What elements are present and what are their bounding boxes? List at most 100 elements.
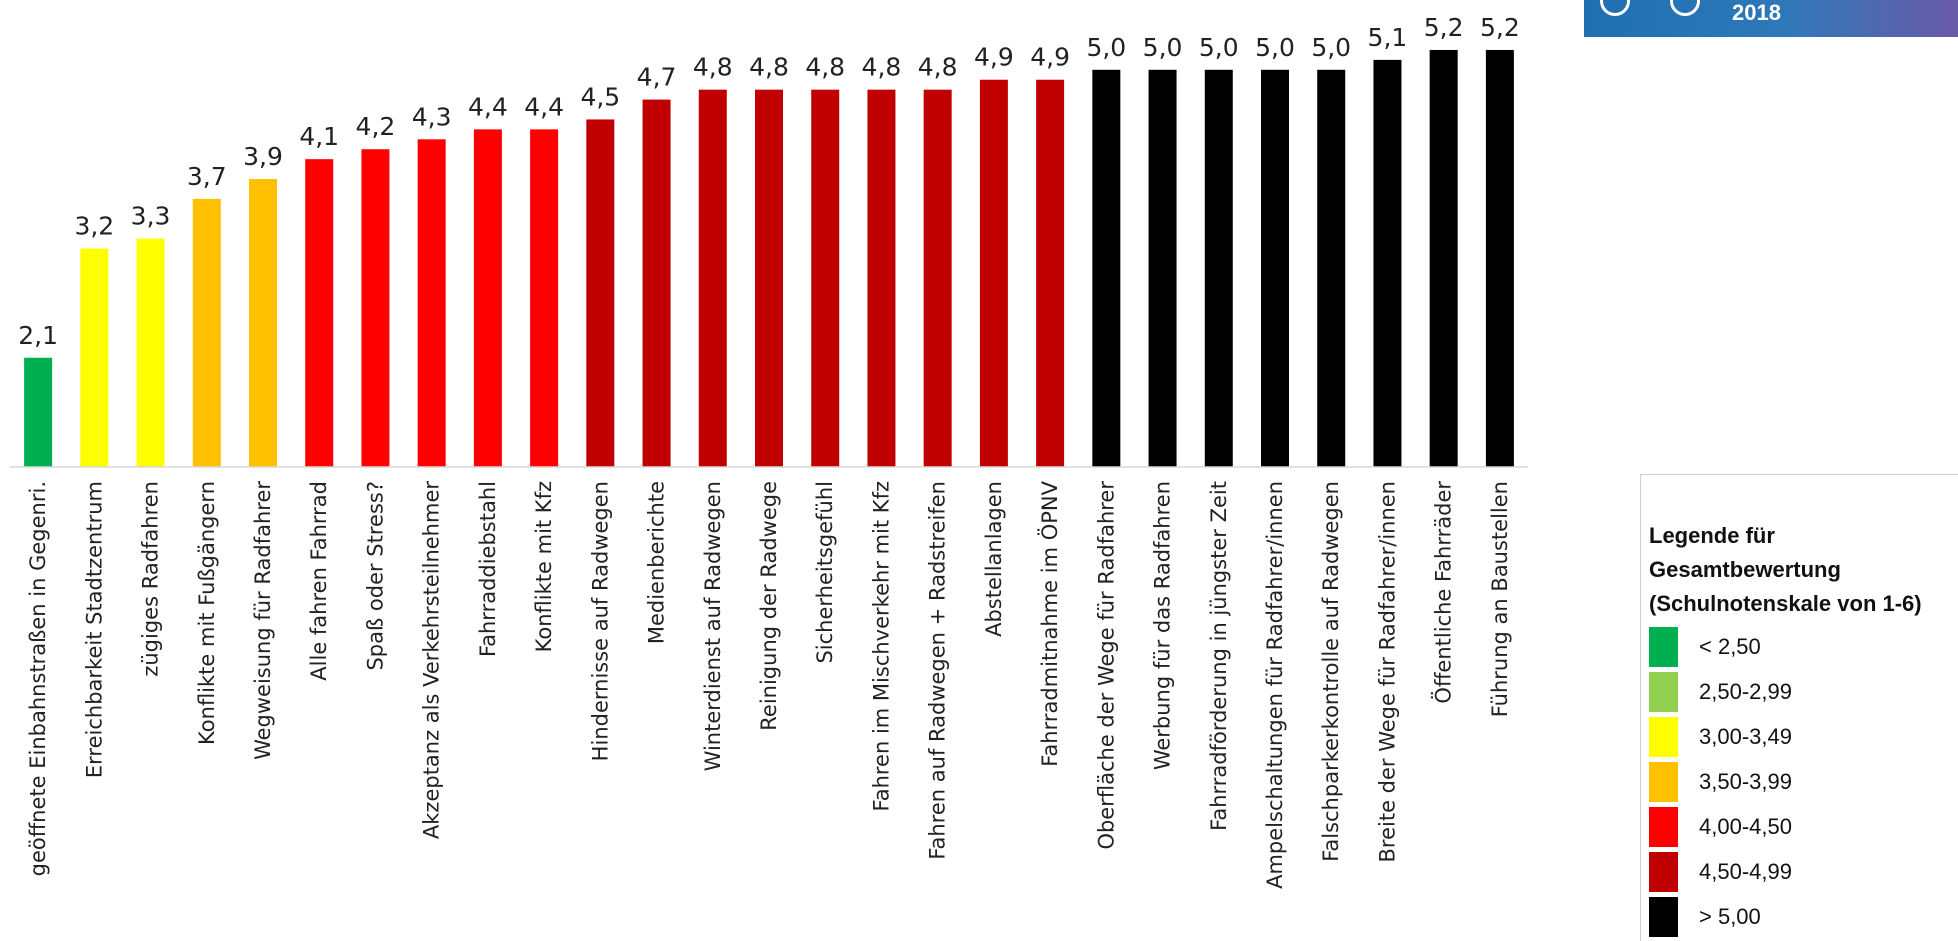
legend-title: Legende für Gesamtbewertung (Schulnotens…	[1649, 519, 1958, 621]
bar	[192, 198, 221, 467]
category-label: Fahren auf Radwegen + Radstreifen	[926, 481, 950, 860]
bar	[811, 89, 840, 467]
legend-swatch	[1649, 627, 1678, 667]
bar	[642, 99, 671, 467]
bar	[361, 149, 390, 468]
bar	[80, 248, 109, 467]
legend-swatch	[1649, 852, 1678, 892]
category-label: Erreichbarkeit Stadtzentrum	[82, 481, 106, 778]
data-label: 4,3	[412, 102, 452, 131]
category-label: Konflikte mit Kfz	[532, 481, 556, 652]
category-label: Hindernisse auf Radwegen	[588, 481, 612, 761]
data-label: 4,7	[637, 63, 677, 92]
bar	[1373, 59, 1402, 468]
legend-label: > 5,00	[1699, 904, 1761, 929]
bar	[1485, 49, 1514, 467]
legend-title-line: (Schulnotenskale von 1-6)	[1649, 591, 1922, 616]
legend-label: < 2,50	[1699, 634, 1761, 659]
bar	[698, 89, 727, 467]
badge-year: 2018	[1732, 0, 1781, 25]
legend-label: 4,00-4,50	[1699, 814, 1792, 839]
legend-title-line: Gesamtbewertung	[1649, 557, 1841, 582]
category-label: Konflikte mit Fußgängern	[195, 481, 219, 745]
data-label: 3,2	[74, 212, 114, 241]
category-label: Alle fahren Fahrrad	[307, 481, 331, 681]
category-label: Werbung für das Radfahren	[1151, 481, 1175, 770]
bar	[305, 159, 334, 468]
bar	[755, 89, 783, 467]
data-label: 4,1	[299, 122, 339, 151]
bar	[1204, 69, 1233, 468]
bar	[136, 238, 165, 467]
category-label: Akzeptanz als Verkehrsteilnehmer	[420, 481, 444, 839]
data-label: 2,1	[18, 321, 58, 350]
legend-title-line: Legende für	[1649, 523, 1775, 548]
legend-label: 3,50-3,99	[1699, 769, 1792, 794]
data-label: 4,2	[356, 112, 396, 141]
category-label: Sicherheitsgefühl	[813, 481, 837, 664]
category-label: Medienberichte	[645, 481, 669, 644]
category-label: Öffentliche Fahrräder	[1431, 481, 1456, 704]
legend-swatch	[1649, 762, 1678, 802]
data-label: 5,0	[1311, 33, 1351, 62]
category-label: Fahrradmitnahme im ÖPNV	[1037, 480, 1062, 766]
data-label: 3,9	[243, 142, 283, 171]
logo-circle-icon	[1670, 0, 1700, 16]
data-label: 3,7	[187, 162, 227, 191]
category-label: Winterdienst auf Radwegen	[701, 481, 725, 771]
category-label: Fahrradförderung in jüngster Zeit	[1207, 481, 1231, 831]
data-label: 5,0	[1255, 33, 1295, 62]
data-label: 4,8	[862, 53, 902, 82]
legend-label: 2,50-2,99	[1699, 679, 1792, 704]
bar	[979, 79, 1008, 467]
bar	[530, 129, 559, 467]
category-label: Ampelschaltungen für Radfahrer/innen	[1263, 481, 1287, 889]
bar	[417, 139, 446, 467]
bar	[249, 179, 277, 467]
data-label: 5,0	[1086, 33, 1126, 62]
data-label: 3,3	[131, 202, 171, 231]
bar	[923, 89, 952, 467]
legend-swatch	[1649, 807, 1678, 847]
data-label: 4,8	[693, 53, 733, 82]
bar	[1092, 69, 1121, 468]
bar	[586, 119, 615, 467]
bar	[1429, 49, 1458, 467]
data-label: 5,0	[1143, 33, 1183, 62]
legend-panel: Legende für Gesamtbewertung (Schulnotens…	[1640, 474, 1958, 941]
category-label: zügiges Radfahren	[139, 481, 163, 677]
bar	[1261, 69, 1289, 468]
data-label: 4,4	[524, 92, 564, 121]
data-label: 4,5	[580, 82, 620, 111]
category-label: Wegweisung für Radfahrer	[251, 481, 275, 760]
data-label: 4,4	[468, 92, 508, 121]
category-label: Führung an Baustellen	[1488, 481, 1512, 717]
legend-swatch	[1649, 717, 1678, 757]
legend-swatch	[1649, 897, 1678, 937]
bar	[24, 357, 53, 467]
bar	[1317, 69, 1346, 468]
bars-group: 2,1 geöffnete Einbahnstraßen in Gegenri. 3…	[18, 13, 1520, 889]
bar	[1148, 69, 1177, 468]
logo-banner: 2018	[1584, 0, 1958, 37]
data-label: 5,2	[1424, 13, 1464, 42]
bar	[867, 89, 896, 467]
logo-circle-icon	[1600, 0, 1630, 16]
category-label: Falschparkerkontrolle auf Radwegen	[1319, 481, 1343, 862]
data-label: 5,0	[1199, 33, 1239, 62]
data-label: 4,9	[1030, 43, 1070, 72]
bar	[1036, 79, 1065, 467]
category-label: Fahren im Mischverkehr mit Kfz	[869, 481, 893, 811]
legend-swatch	[1649, 672, 1678, 712]
category-label: Oberfläche der Wege für Radfahrer	[1094, 481, 1118, 850]
data-label: 5,2	[1480, 13, 1520, 42]
data-label: 4,9	[974, 43, 1014, 72]
legend-label: 4,50-4,99	[1699, 859, 1792, 884]
category-label: Fahrraddiebstahl	[476, 481, 500, 657]
legend-label: 3,00-3,49	[1699, 724, 1792, 749]
data-label: 4,8	[749, 53, 789, 82]
category-label: geöffnete Einbahnstraßen in Gegenri.	[26, 481, 50, 876]
data-label: 5,1	[1368, 23, 1408, 52]
category-label: Abstellanlagen	[982, 481, 1006, 637]
